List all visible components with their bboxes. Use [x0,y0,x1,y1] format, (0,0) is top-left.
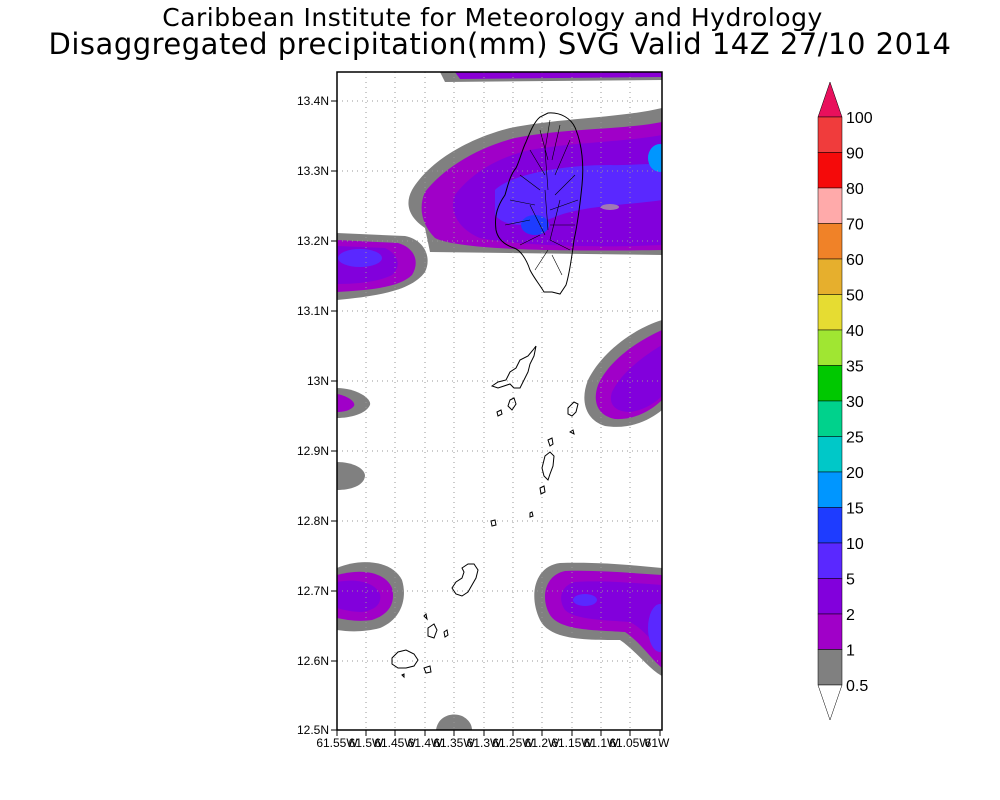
legend-swatch [817,649,843,686]
st-vincent-drainage [504,119,579,276]
legend-arrow-top [817,81,843,118]
grenada-north-islets [391,649,432,679]
lat-label: 13.4N [297,94,329,108]
legend-label: 70 [846,217,864,234]
petit-st-vincent [490,511,534,527]
legend-swatch [817,471,843,508]
lat-label: 13N [307,374,329,388]
rain-area-north-5 [495,164,662,225]
legend-label: 90 [846,146,864,163]
legend-label: 30 [846,394,864,411]
legend-label: 25 [846,430,864,447]
legend-swatch [817,294,843,331]
canouan-island [567,401,579,435]
lon-label: 61.2W [525,736,560,750]
legend-label: 80 [846,181,864,198]
lon-label: 61.15W [551,736,593,750]
bequia-island [490,345,537,389]
lon-label: 61.05W [609,736,651,750]
lat-label: 13.2N [297,234,329,248]
legend-swatch [817,258,843,295]
rain-area-southwest-2 [337,580,381,612]
legend-swatch [817,542,843,579]
rain-cell-east-15 [648,144,662,172]
axis-ticks [331,100,661,736]
legend-swatch [817,507,843,544]
rain-area-top-inner [455,72,662,79]
legend-swatch [817,613,843,650]
union-island-north [539,451,555,495]
rain-area-west-small-2 [337,462,365,490]
longitude-labels: 61.55W 61.5W 61.45W 61.4W 61.35W 61.3W 6… [316,736,670,750]
legend-label: 10 [846,536,864,553]
rain-cell-grey-small [601,204,619,210]
lon-label: 61.45W [374,736,416,750]
legend-swatch [817,329,843,366]
grenadine-islets [423,612,449,639]
st-vincent-island [495,112,584,295]
lon-label: 61.35W [433,736,475,750]
title-line-2: Disaggregated precipitation(mm) SVG Vali… [48,27,952,61]
legend-swatch [817,400,843,437]
map-frame [336,71,663,731]
lon-label: 61.25W [492,736,534,750]
legend-label: 60 [846,252,864,269]
lat-label: 12.8N [297,514,329,528]
legend-label: 40 [846,323,864,340]
lat-label: 12.7N [297,584,329,598]
legend-swatch [817,116,843,153]
latitude-labels: 13.4N 13.3N 13.2N 13.1N 13N 12.9N 12.8N … [297,94,329,737]
legend-label: 50 [846,288,864,305]
legend-arrow-bottom [817,684,843,721]
lon-label: 61.4W [408,736,443,750]
legend-label: 15 [846,501,864,518]
legend-swatch [817,152,843,189]
legend-swatch [817,436,843,473]
rain-cell-southeast-5 [648,604,662,652]
legend-swatch [817,187,843,224]
precipitation-field [337,72,662,730]
coastlines [391,112,584,679]
lon-label: 61.3W [467,736,502,750]
legend-label: 2 [846,607,855,624]
lon-label: 61.55W [316,736,358,750]
map-grid [337,72,662,730]
color-legend: 100 90 80 70 60 50 40 35 30 25 20 15 10 5 2 1 0.5 [817,81,873,721]
title-line-1: Caribbean Institute for Meteorology and … [162,3,823,32]
legend-label: 100 [846,110,873,127]
lat-label: 12.9N [297,444,329,458]
rain-area-west-small-1b [337,394,355,412]
rain-cell-west-5 [338,249,382,267]
legend-label: 1 [846,643,855,660]
mayreau-island [547,437,554,447]
legend-label: 20 [846,465,864,482]
legend-swatch [817,365,843,402]
rain-cell-blue [521,215,549,235]
lat-label: 13.1N [297,304,329,318]
carriacou-island [451,563,479,597]
rain-cell-southeast-5b [573,594,597,606]
lat-label: 12.5N [297,723,329,737]
rain-area-east-mid-2 [610,345,662,412]
lon-label: 61.1W [584,736,619,750]
lat-label: 13.3N [297,164,329,178]
lon-label: 61.5W [349,736,384,750]
legend-label: 35 [846,359,864,376]
legend-label: 5 [846,572,855,589]
lat-label: 12.6N [297,654,329,668]
legend-swatch [817,223,843,260]
mustique-island [496,397,517,417]
lon-label: 61W [645,736,670,750]
legend-label: 0.5 [846,678,868,695]
legend-swatch [817,578,843,615]
